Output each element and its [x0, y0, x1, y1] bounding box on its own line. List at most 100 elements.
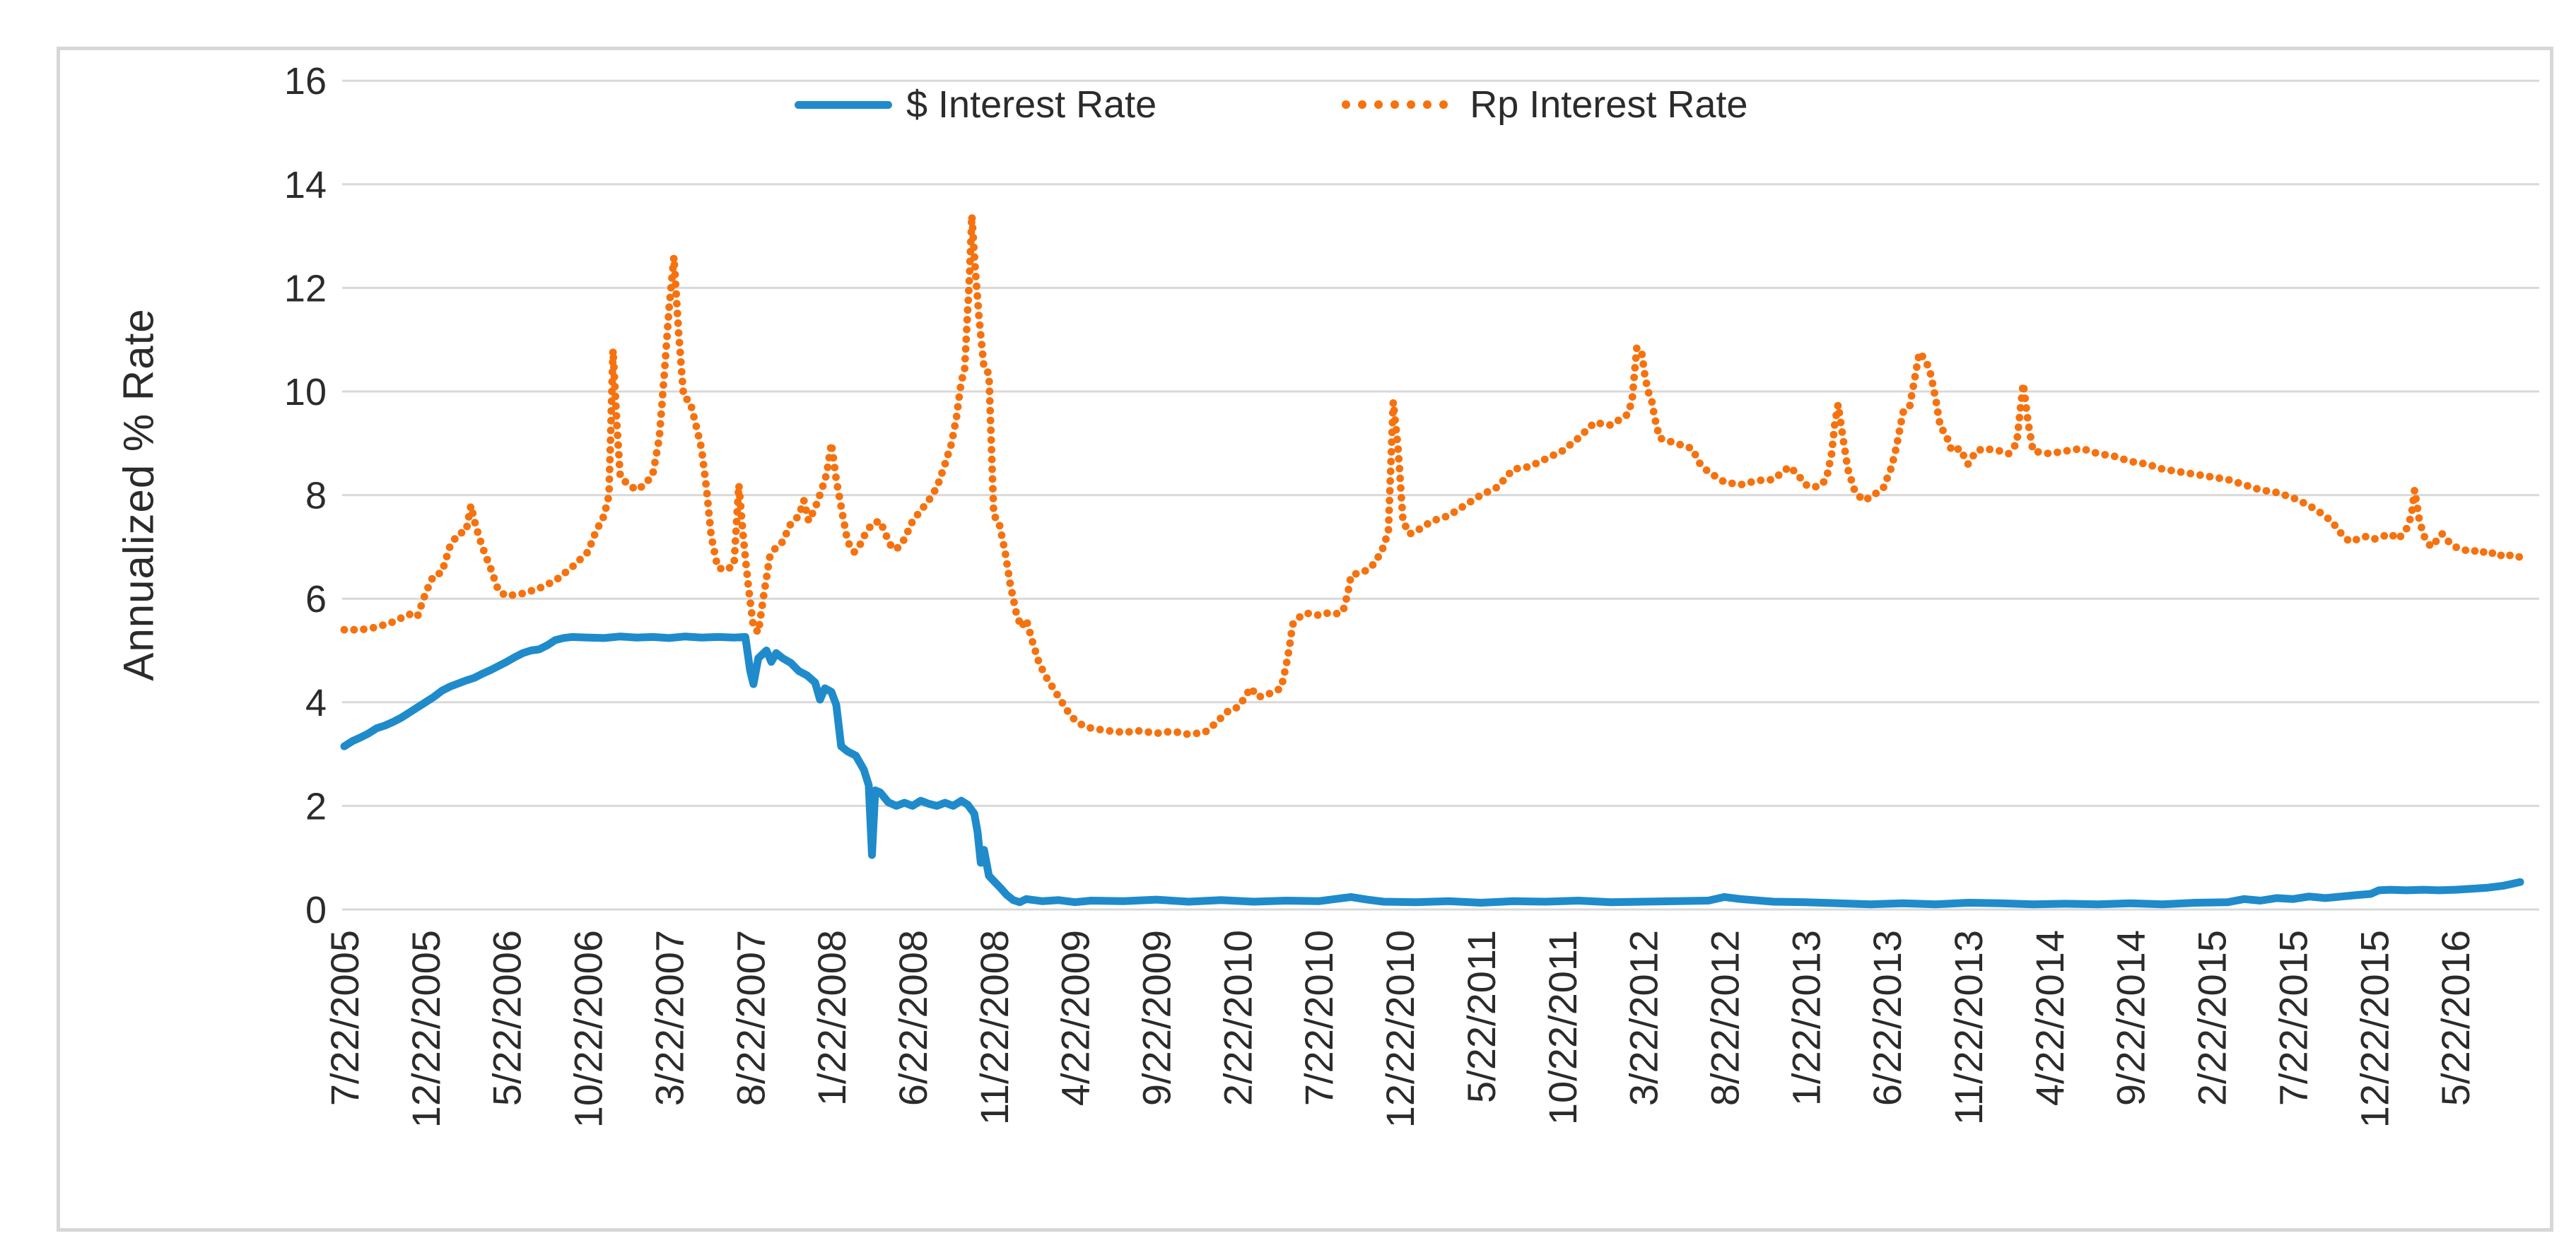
rp-interest-rate-dot — [1887, 465, 1895, 473]
rp-interest-rate-dot — [1825, 459, 1834, 468]
rp-interest-rate-dot — [677, 358, 685, 366]
rp-interest-rate-dot — [1606, 421, 1614, 429]
rp-interest-rate-dot — [1393, 435, 1401, 444]
rp-interest-rate-dot — [850, 548, 858, 556]
rp-interest-rate-dot — [1385, 516, 1393, 524]
rp-interest-rate-dot — [1006, 579, 1014, 587]
rp-interest-rate-dot — [1702, 466, 1711, 474]
rp-interest-rate-dot — [606, 465, 614, 473]
rp-interest-rate-dot — [660, 381, 667, 389]
rp-interest-rate-dot — [2120, 455, 2128, 464]
rp-interest-rate-dot — [1847, 476, 1856, 484]
rp-interest-rate-dot — [424, 584, 432, 591]
rp-interest-rate-dot — [583, 548, 591, 557]
rp-interest-rate-dot — [2014, 423, 2022, 431]
rp-interest-rate-dot — [842, 531, 850, 539]
rp-interest-rate-dot — [1913, 363, 1921, 371]
rp-interest-rate-dot — [1424, 520, 1432, 528]
rp-interest-rate-dot — [2054, 448, 2061, 456]
rp-interest-rate-dot — [655, 430, 664, 437]
rp-interest-rate-dot — [469, 509, 477, 517]
rp-interest-rate-dot — [702, 480, 710, 488]
rp-interest-rate-dot — [1899, 408, 1907, 416]
rp-interest-rate-dot — [1232, 704, 1241, 712]
rp-interest-rate-dot — [537, 584, 545, 591]
rp-interest-rate-dot — [756, 611, 765, 619]
rp-interest-rate-dot — [1287, 630, 1296, 637]
rp-interest-rate-dot — [607, 426, 615, 435]
rp-interest-rate-dot — [2196, 471, 2204, 479]
rp-interest-rate-dot — [428, 575, 436, 583]
rp-interest-rate-dot — [664, 322, 672, 331]
rp-interest-rate-dot — [1829, 440, 1837, 449]
rp-interest-rate-dot — [838, 512, 847, 520]
rp-interest-rate-dot — [1323, 609, 1331, 618]
rp-interest-rate-dot — [961, 345, 970, 353]
rp-interest-rate-dot — [2389, 531, 2397, 540]
rp-interest-rate-dot — [2177, 468, 2185, 476]
rp-interest-rate-dot — [1796, 473, 1804, 482]
rp-interest-rate-dot — [1651, 417, 1660, 425]
rp-interest-rate-dot — [965, 277, 973, 285]
rp-interest-rate-dot — [1144, 728, 1152, 736]
rp-interest-rate-dot — [607, 416, 615, 425]
rp-interest-rate-dot — [1284, 649, 1292, 657]
rp-interest-rate-dot — [1532, 459, 1540, 468]
rp-interest-rate-dot — [1402, 522, 1410, 531]
rp-interest-rate-dot — [616, 470, 624, 478]
rp-interest-rate-dot — [483, 555, 491, 564]
rp-interest-rate-dot — [615, 451, 623, 459]
rp-interest-rate-dot — [908, 519, 916, 526]
rp-interest-rate-dot — [747, 599, 754, 608]
rp-interest-rate-dot — [782, 529, 790, 538]
rp-interest-rate-dot — [435, 570, 443, 577]
y-tick-label: 4 — [305, 682, 327, 724]
x-tick-label: 12/22/2010 — [1378, 930, 1422, 1128]
rp-interest-rate-dot — [978, 341, 986, 348]
rp-interest-rate-dot — [986, 416, 995, 425]
rp-interest-rate-dot — [1505, 469, 1514, 478]
legend-label-dollar: $ Interest Rate — [906, 83, 1157, 126]
rp-interest-rate-dot — [658, 400, 666, 408]
y-tick-label: 0 — [305, 889, 327, 931]
rp-interest-rate-dot — [1286, 639, 1294, 647]
rp-interest-rate-dot — [1558, 447, 1567, 455]
rp-interest-rate-dot — [675, 338, 684, 347]
rp-interest-rate-dot — [737, 502, 745, 510]
rp-interest-rate-dot — [962, 335, 971, 343]
rp-interest-rate-dot — [1897, 418, 1905, 426]
rp-interest-rate-dot — [694, 432, 703, 440]
rp-interest-rate-dot — [673, 300, 681, 308]
rp-interest-rate-dot — [925, 495, 934, 503]
x-tick-label: 5/22/2016 — [2433, 930, 2478, 1106]
rp-interest-rate-dot — [951, 422, 959, 430]
rp-interest-rate-dot — [1976, 446, 1984, 454]
rp-interest-rate-dot — [735, 483, 743, 491]
rp-interest-rate-dot — [903, 527, 912, 536]
rp-interest-rate-dot — [886, 541, 895, 549]
rp-interest-rate-dot — [2101, 451, 2109, 459]
rp-interest-rate-dot — [1803, 481, 1810, 489]
rp-interest-rate-dot — [1296, 613, 1304, 621]
rp-interest-rate-dot — [2215, 474, 2223, 483]
rp-interest-rate-dot — [2411, 487, 2418, 495]
rp-interest-rate-dot — [587, 540, 595, 548]
rp-interest-rate-dot — [1747, 478, 1755, 486]
rp-interest-rate-dot — [821, 473, 830, 481]
rp-interest-rate-dot — [1653, 426, 1662, 435]
rp-interest-rate-dot — [988, 475, 997, 483]
rp-interest-rate-dot — [1395, 464, 1404, 473]
rp-interest-rate-dot — [486, 565, 495, 573]
rp-interest-rate-dot — [613, 421, 621, 430]
rp-interest-rate-dot — [1249, 687, 1258, 695]
rp-interest-rate-dot — [1566, 441, 1574, 449]
rp-interest-rate-dot — [2396, 532, 2405, 541]
rp-interest-rate-dot — [1926, 370, 1935, 378]
rp-interest-rate-dot — [1023, 619, 1031, 628]
rp-interest-rate-dot — [369, 623, 377, 632]
rp-interest-rate-dot — [1345, 585, 1352, 594]
rp-interest-rate-dot — [997, 531, 1006, 539]
rp-interest-rate-dot — [1893, 437, 1902, 445]
rp-interest-rate-dot — [651, 459, 659, 466]
